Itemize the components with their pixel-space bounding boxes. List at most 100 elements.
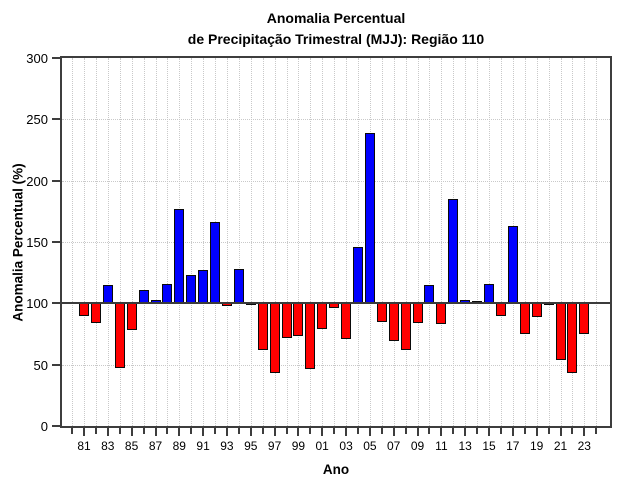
x-axis-tick bbox=[488, 428, 490, 436]
x-axis-tick-label: 09 bbox=[410, 439, 425, 453]
x-axis-tick-label: 83 bbox=[101, 439, 115, 453]
x-axis-tick bbox=[118, 428, 121, 434]
x-axis-tick bbox=[333, 428, 336, 434]
bar-2011 bbox=[436, 303, 447, 325]
x-axis-tick-label: 15 bbox=[482, 439, 496, 453]
x-axis-title: Ano bbox=[322, 462, 350, 477]
x-axis-tick bbox=[261, 428, 264, 434]
bar-2004 bbox=[353, 246, 363, 304]
bar-1996 bbox=[257, 303, 268, 350]
bar-1989 bbox=[174, 208, 185, 304]
x-axis-tick bbox=[202, 428, 205, 436]
y-axis-tick bbox=[52, 118, 60, 121]
x-axis-tick bbox=[130, 428, 133, 436]
x-axis-tick bbox=[214, 428, 216, 434]
x-axis-tick bbox=[535, 428, 538, 436]
bar-2015 bbox=[484, 283, 494, 304]
x-axis-tick bbox=[571, 428, 574, 434]
bar-2022 bbox=[567, 303, 578, 374]
bar-1997 bbox=[269, 303, 280, 374]
x-axis-tick bbox=[380, 428, 383, 434]
x-axis-tick bbox=[523, 428, 526, 434]
x-axis-tick bbox=[476, 428, 479, 434]
bar-1984 bbox=[114, 303, 125, 369]
bar-2016 bbox=[495, 303, 506, 316]
x-axis-tick bbox=[154, 428, 157, 436]
y-axis-tick-label: 150 bbox=[26, 235, 48, 250]
x-axis-tick bbox=[583, 428, 586, 436]
bar-2006 bbox=[376, 303, 387, 322]
x-axis-tick bbox=[595, 428, 598, 434]
horizontal-gridline bbox=[62, 242, 610, 243]
baseline-100 bbox=[62, 302, 610, 305]
x-axis-tick bbox=[357, 428, 359, 434]
bar-1988 bbox=[162, 283, 173, 304]
y-axis-title: Anomalia Percentual (%) bbox=[10, 163, 26, 322]
y-axis-tick-label: 50 bbox=[33, 357, 48, 373]
bar-2021 bbox=[555, 303, 566, 360]
x-axis-tick-label: 05 bbox=[363, 439, 377, 453]
y-axis-tick bbox=[52, 57, 60, 59]
bar-2017 bbox=[507, 226, 518, 304]
bar-2019 bbox=[531, 303, 542, 317]
chart-title-line2: de Precipitação Trimestral (MJJ): Região… bbox=[187, 31, 485, 47]
bar-2007 bbox=[388, 303, 399, 342]
x-axis-tick-label: 13 bbox=[458, 439, 472, 453]
x-axis-tick bbox=[428, 428, 431, 434]
bar-1986 bbox=[138, 289, 149, 304]
x-axis-tick-label: 93 bbox=[220, 439, 234, 453]
x-axis-tick bbox=[416, 428, 419, 436]
x-axis-tick-label: 17 bbox=[506, 439, 520, 453]
bar-1983 bbox=[102, 284, 113, 304]
bar-1994 bbox=[233, 269, 244, 304]
x-axis-tick bbox=[178, 428, 181, 436]
x-axis-tick-label: 87 bbox=[148, 439, 163, 453]
y-axis-tick-label: 250 bbox=[26, 112, 48, 128]
horizontal-gridline bbox=[62, 364, 610, 366]
x-axis-tick bbox=[559, 428, 562, 436]
x-axis-tick bbox=[464, 428, 467, 436]
x-axis-tick bbox=[321, 428, 324, 436]
bar-1991 bbox=[198, 270, 209, 304]
x-axis-tick bbox=[249, 428, 252, 436]
x-axis-tick-label: 85 bbox=[124, 439, 139, 453]
x-axis-tick bbox=[499, 428, 502, 434]
bar-2001 bbox=[317, 303, 328, 330]
x-axis-tick-label: 19 bbox=[530, 439, 544, 453]
x-axis-tick bbox=[452, 428, 455, 434]
x-axis-tick bbox=[392, 428, 395, 436]
x-axis-tick bbox=[190, 428, 193, 434]
y-axis-tick-label: 100 bbox=[26, 296, 48, 312]
x-axis-tick bbox=[285, 428, 288, 434]
bar-2008 bbox=[400, 303, 411, 350]
x-axis-tick bbox=[511, 428, 514, 436]
chart-title-line1: Anomalia Percentual bbox=[266, 10, 406, 26]
y-axis-tick-label: 0 bbox=[40, 419, 48, 434]
x-axis-tick-label: 91 bbox=[196, 439, 210, 453]
bar-1998 bbox=[281, 303, 292, 338]
bar-2000 bbox=[305, 303, 316, 370]
plot-area bbox=[60, 56, 612, 428]
x-axis-tick bbox=[71, 428, 74, 434]
bar-2003 bbox=[341, 303, 352, 339]
horizontal-gridline bbox=[62, 180, 610, 182]
y-axis-tick-label: 200 bbox=[26, 173, 48, 189]
x-axis-tick bbox=[94, 428, 97, 434]
plot-inner bbox=[62, 58, 610, 426]
y-axis-tick-label: 300 bbox=[26, 51, 48, 66]
bar-1990 bbox=[186, 275, 197, 304]
bar-2012 bbox=[448, 199, 459, 304]
bar-2010 bbox=[424, 284, 435, 304]
x-axis-tick-label: 11 bbox=[435, 439, 448, 453]
x-axis-tick-label: 99 bbox=[291, 439, 306, 453]
x-axis-tick-label: 89 bbox=[172, 439, 186, 453]
x-axis-tick bbox=[225, 428, 228, 436]
x-axis-tick-label: 97 bbox=[267, 439, 282, 453]
x-axis-tick bbox=[83, 428, 85, 436]
x-axis-tick bbox=[142, 428, 145, 434]
bar-2009 bbox=[412, 303, 423, 323]
y-axis-tick bbox=[52, 179, 60, 182]
x-axis-tick bbox=[404, 428, 407, 434]
y-axis-tick bbox=[52, 302, 60, 305]
